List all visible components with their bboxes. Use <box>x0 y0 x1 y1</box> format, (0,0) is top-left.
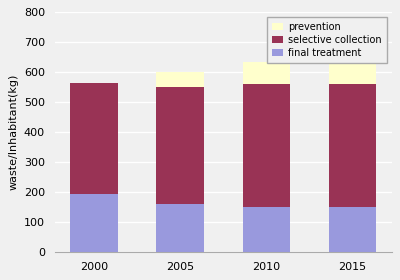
Legend: prevention, selective collection, final treatment: prevention, selective collection, final … <box>267 17 387 63</box>
Bar <box>329 84 376 207</box>
Bar <box>156 87 204 204</box>
Bar <box>243 62 290 84</box>
Bar <box>156 204 204 252</box>
Bar <box>243 84 290 207</box>
Bar <box>70 193 118 252</box>
Bar <box>329 47 376 84</box>
Y-axis label: waste/Inhabitant(kg): waste/Inhabitant(kg) <box>8 74 18 190</box>
Bar <box>243 207 290 252</box>
Bar <box>329 207 376 252</box>
Bar <box>70 83 118 193</box>
Bar <box>156 72 204 87</box>
